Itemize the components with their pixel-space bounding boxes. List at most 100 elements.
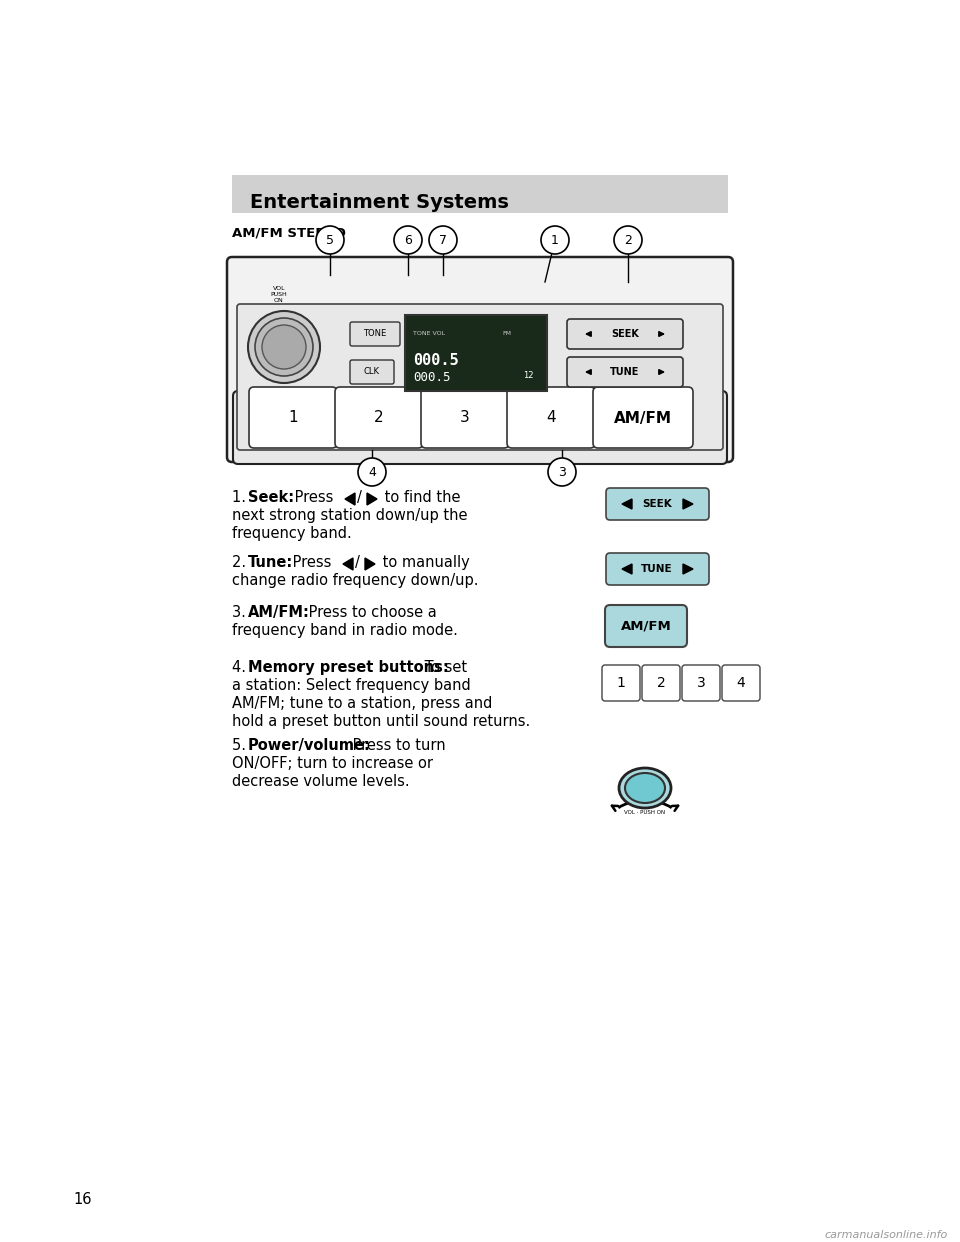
FancyBboxPatch shape: [606, 553, 709, 585]
Text: TUNE: TUNE: [611, 366, 639, 378]
Text: 3: 3: [697, 676, 706, 691]
Polygon shape: [367, 493, 377, 505]
Text: 3: 3: [460, 411, 469, 426]
Text: FM: FM: [502, 332, 511, 337]
Text: 2.: 2.: [232, 555, 251, 570]
Text: 000.5: 000.5: [413, 353, 459, 368]
Text: Power/volume:: Power/volume:: [248, 738, 371, 753]
Text: 5: 5: [326, 233, 334, 246]
FancyBboxPatch shape: [237, 304, 723, 450]
FancyBboxPatch shape: [227, 257, 733, 462]
Polygon shape: [683, 564, 693, 574]
Text: to find the: to find the: [380, 491, 461, 505]
Polygon shape: [343, 558, 353, 570]
Text: Press to turn: Press to turn: [348, 738, 445, 753]
Text: VOL · PUSH ON: VOL · PUSH ON: [624, 811, 665, 816]
Text: 2: 2: [657, 676, 665, 691]
Text: 3: 3: [558, 466, 566, 478]
Text: Seek:: Seek:: [248, 491, 294, 505]
Polygon shape: [345, 493, 355, 505]
Polygon shape: [622, 499, 632, 509]
Text: AM/FM STEREO: AM/FM STEREO: [232, 226, 346, 238]
FancyBboxPatch shape: [606, 488, 709, 520]
Circle shape: [394, 226, 422, 255]
Text: 12: 12: [523, 371, 534, 380]
Text: AM/FM:: AM/FM:: [248, 605, 310, 620]
Text: CLK: CLK: [364, 368, 380, 376]
Circle shape: [548, 458, 576, 486]
Circle shape: [541, 226, 569, 255]
FancyBboxPatch shape: [421, 388, 509, 448]
FancyBboxPatch shape: [233, 391, 727, 465]
Text: 5.: 5.: [232, 738, 251, 753]
Ellipse shape: [625, 773, 665, 804]
Polygon shape: [365, 558, 375, 570]
Circle shape: [316, 226, 344, 255]
Text: 7: 7: [439, 233, 447, 246]
Text: 4.: 4.: [232, 660, 251, 674]
FancyBboxPatch shape: [350, 360, 394, 384]
FancyBboxPatch shape: [602, 664, 640, 700]
Text: To set: To set: [420, 660, 468, 674]
Text: 1: 1: [288, 411, 298, 426]
Ellipse shape: [262, 325, 306, 369]
Text: TUNE: TUNE: [641, 564, 673, 574]
Text: Tune:: Tune:: [248, 555, 293, 570]
Text: AM/FM; tune to a station, press and: AM/FM; tune to a station, press and: [232, 696, 492, 710]
Text: carmanualsonline.info: carmanualsonline.info: [825, 1230, 948, 1240]
Polygon shape: [683, 499, 693, 509]
Text: 1.: 1.: [232, 491, 251, 505]
Text: frequency band in radio mode.: frequency band in radio mode.: [232, 623, 458, 638]
Ellipse shape: [619, 768, 671, 809]
Circle shape: [429, 226, 457, 255]
Text: Press to choose a: Press to choose a: [304, 605, 437, 620]
Text: /: /: [357, 491, 362, 505]
Text: ON/OFF; turn to increase or: ON/OFF; turn to increase or: [232, 756, 433, 771]
Text: to manually: to manually: [378, 555, 469, 570]
FancyBboxPatch shape: [593, 388, 693, 448]
Text: hold a preset button until sound returns.: hold a preset button until sound returns…: [232, 714, 530, 729]
Text: Press: Press: [288, 555, 336, 570]
Circle shape: [614, 226, 642, 255]
Text: 2: 2: [624, 233, 632, 246]
Text: Memory preset buttons:: Memory preset buttons:: [248, 660, 448, 674]
Circle shape: [358, 458, 386, 486]
Text: Press: Press: [290, 491, 338, 505]
Ellipse shape: [248, 310, 320, 383]
Text: a station: Select frequency band: a station: Select frequency band: [232, 678, 470, 693]
Text: decrease volume levels.: decrease volume levels.: [232, 774, 410, 789]
Text: change radio frequency down/up.: change radio frequency down/up.: [232, 573, 478, 587]
Text: Entertainment Systems: Entertainment Systems: [250, 193, 509, 212]
FancyBboxPatch shape: [335, 388, 423, 448]
Text: SEEK: SEEK: [612, 329, 639, 339]
FancyBboxPatch shape: [605, 605, 687, 647]
FancyBboxPatch shape: [232, 175, 728, 212]
FancyBboxPatch shape: [249, 388, 337, 448]
Text: 4: 4: [368, 466, 376, 478]
FancyBboxPatch shape: [642, 664, 680, 700]
Polygon shape: [622, 564, 632, 574]
Text: 1: 1: [616, 676, 625, 691]
Text: next strong station down/up the: next strong station down/up the: [232, 508, 468, 523]
FancyBboxPatch shape: [567, 319, 683, 349]
Text: 1: 1: [551, 233, 559, 246]
Text: 4: 4: [546, 411, 556, 426]
Text: AM/FM: AM/FM: [614, 411, 672, 426]
Text: 4: 4: [736, 676, 745, 691]
FancyBboxPatch shape: [682, 664, 720, 700]
Text: AM/FM: AM/FM: [620, 620, 671, 632]
Text: 16: 16: [73, 1192, 91, 1207]
FancyBboxPatch shape: [405, 315, 547, 391]
FancyBboxPatch shape: [350, 322, 400, 347]
Text: SEEK: SEEK: [642, 499, 672, 509]
Text: 2: 2: [374, 411, 384, 426]
Text: TONE VOL: TONE VOL: [413, 332, 445, 337]
Text: frequency band.: frequency band.: [232, 527, 351, 542]
Text: VOL
PUSH
ON: VOL PUSH ON: [271, 287, 287, 303]
Ellipse shape: [255, 318, 313, 376]
FancyBboxPatch shape: [722, 664, 760, 700]
Text: /: /: [355, 555, 360, 570]
Text: TONE: TONE: [364, 329, 387, 339]
Text: 6: 6: [404, 233, 412, 246]
Text: 3.: 3.: [232, 605, 251, 620]
